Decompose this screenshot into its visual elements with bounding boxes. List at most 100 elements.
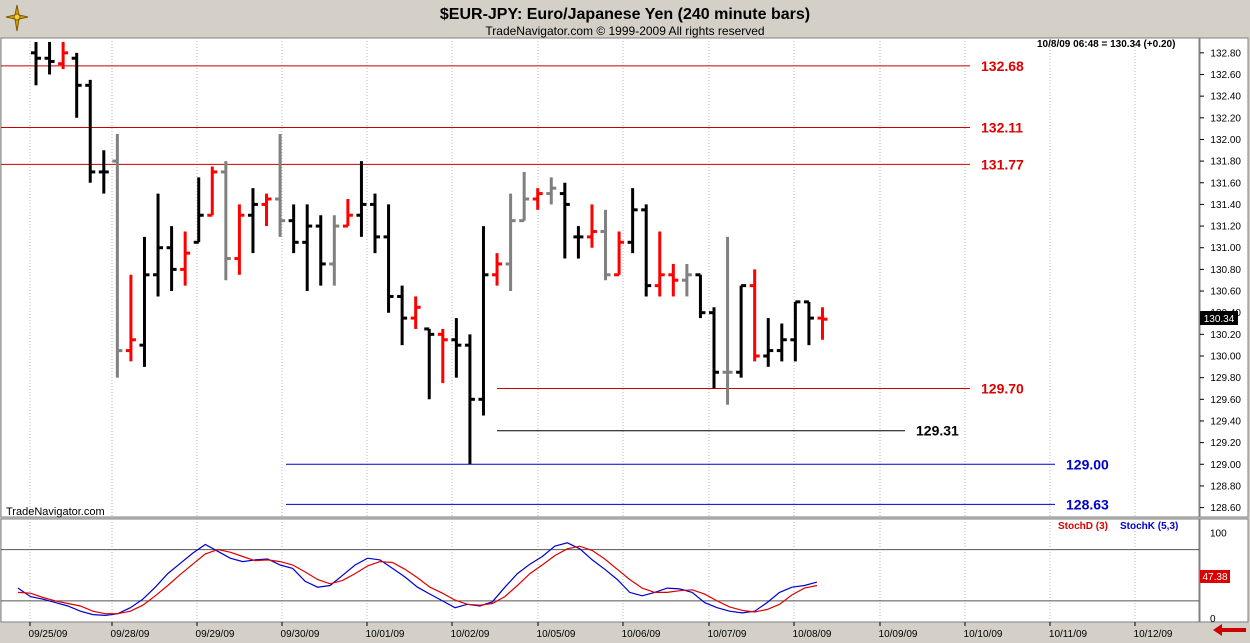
- stoch-d-value: 47.38: [1202, 572, 1227, 583]
- x-tick-label: 09/30/09: [281, 629, 320, 640]
- ohlc-bar: [315, 215, 326, 286]
- ohlc-bar: [58, 42, 69, 70]
- ohlc-bar: [329, 215, 340, 286]
- stoch-panel: [0, 518, 1200, 623]
- x-tick-label: 10/07/09: [708, 629, 747, 640]
- y-tick-label: 131.80: [1210, 157, 1241, 168]
- ohlc-bar: [803, 300, 814, 346]
- ohlc-bar: [478, 226, 489, 416]
- ohlc-bar: [695, 273, 706, 319]
- ohlc-bar: [709, 307, 719, 389]
- level-lines: 132.68 132.11 131.77 129.70 129.31 129.00 128.…: [1, 58, 1109, 512]
- ohlc-bar: [139, 236, 150, 367]
- x-tick-label: 10/10/09: [964, 629, 1003, 640]
- level-label: 132.68: [981, 58, 1024, 74]
- y-tick-label: 129.60: [1210, 395, 1241, 406]
- x-tick-label: 10/11/09: [1049, 629, 1088, 640]
- ohlc-bar: [234, 204, 245, 275]
- price-tag: 130.34: [1204, 314, 1235, 325]
- stoch-d-legend: StochD (3): [1058, 521, 1108, 532]
- ohlc-bar: [532, 188, 543, 210]
- y-tick-label: 130.00: [1210, 352, 1241, 363]
- ohlc-bar: [776, 323, 787, 362]
- logo-icon: [5, 4, 29, 32]
- level-label: 128.63: [1066, 496, 1109, 512]
- x-tick-label: 10/05/09: [537, 629, 576, 640]
- ohlc-bar: [275, 134, 286, 237]
- stoch-grid: [1, 519, 1199, 622]
- last-bar-readout: 10/8/09 06:48 = 130.34 (+0.20): [1037, 39, 1175, 50]
- ohlc-bar: [247, 188, 258, 254]
- ohlc-bar: [492, 253, 503, 286]
- ohlc-bar: [383, 204, 394, 313]
- x-tick-label: 09/25/09: [29, 629, 68, 640]
- stoch-series-line: [17, 545, 818, 615]
- ohlc-bar: [180, 231, 191, 286]
- stoch-y-tick-label: 0: [1210, 614, 1216, 625]
- ohlc-bar: [98, 150, 109, 194]
- x-tick-label: 10/08/09: [793, 629, 832, 640]
- y-tick-label: 131.60: [1210, 178, 1241, 189]
- y-tick-label: 129.40: [1210, 416, 1241, 427]
- y-tick-label: 129.00: [1210, 460, 1241, 471]
- y-tick-label: 131.40: [1210, 200, 1241, 211]
- ohlc-bar: [153, 193, 164, 297]
- watermark: TradeNavigator.com: [6, 506, 105, 518]
- ohlc-bar: [125, 274, 136, 362]
- y-tick-label: 132.80: [1210, 48, 1241, 59]
- ohlc-bar: [193, 177, 204, 244]
- stoch-k-legend: StochK (5,3): [1120, 521, 1178, 532]
- y-tick-label: 129.20: [1210, 438, 1241, 449]
- ohlc-bar: [722, 236, 733, 405]
- scroll-left-arrow-icon[interactable]: [1213, 624, 1246, 636]
- ohlc-bar: [790, 300, 801, 362]
- x-tick-label: 10/01/09: [366, 629, 405, 640]
- stoch-d-value-box: [1200, 570, 1230, 583]
- stoch-y-axis: 100 0: [1210, 529, 1227, 625]
- price-y-axis: 132.80 132.60 132.40 132.20 132.00 131.80 131.…: [1200, 48, 1241, 514]
- y-tick-label: 132.60: [1210, 70, 1241, 81]
- y-tick-label: 132.40: [1210, 92, 1241, 103]
- price-tag-box: [1200, 311, 1238, 325]
- ohlc-bar: [44, 42, 55, 75]
- ohlc-bar: [356, 161, 367, 237]
- level-label: 129.31: [916, 423, 959, 439]
- ohlc-bar: [641, 204, 652, 297]
- y-tick-label: 131.20: [1210, 222, 1241, 233]
- x-tick-label: 10/09/09: [879, 629, 918, 640]
- y-tick-label: 128.80: [1210, 481, 1241, 492]
- y-tick-label: 132.00: [1210, 135, 1241, 146]
- ohlc-bar: [207, 166, 218, 217]
- ohlc-bar: [600, 209, 611, 281]
- ohlc-bar: [614, 231, 625, 277]
- ohlc-bar: [302, 204, 313, 292]
- ohlc-bar: [397, 285, 408, 346]
- chart-copyright: TradeNavigator.com © 1999-2009 All right…: [485, 24, 764, 38]
- ohlc-bar: [668, 263, 679, 297]
- ohlc-bar: [342, 199, 353, 228]
- ohlc-bar: [736, 284, 747, 378]
- ohlc-bar: [288, 204, 299, 254]
- ohlc-bar: [573, 226, 584, 259]
- y-tick-label: 130.60: [1210, 287, 1241, 298]
- y-tick-label: 129.80: [1210, 373, 1241, 384]
- ohlc-bar: [424, 327, 435, 400]
- y-tick-label: 128.60: [1210, 503, 1241, 514]
- x-tick-label: 10/02/09: [451, 629, 490, 640]
- ohlc-bar: [817, 307, 828, 340]
- level-label: 129.70: [981, 380, 1024, 396]
- price-grid: [29, 38, 1136, 517]
- ohlc-bar: [261, 193, 272, 227]
- x-axis: 09/25/09 09/28/09 09/29/09 09/30/09 10/01/09…: [29, 622, 1173, 640]
- y-tick-label: 130.80: [1210, 265, 1241, 276]
- y-tick-label: 132.20: [1210, 113, 1241, 124]
- ohlc-bar: [71, 52, 82, 118]
- ohlc-bar: [586, 204, 597, 248]
- x-tick-label: 10/12/09: [1134, 629, 1173, 640]
- ohlc-bar: [166, 226, 177, 292]
- ohlc-bar: [437, 328, 448, 384]
- price-bars: [31, 42, 828, 465]
- y-tick-label: 130.20: [1210, 330, 1241, 341]
- ohlc-bar: [112, 134, 123, 378]
